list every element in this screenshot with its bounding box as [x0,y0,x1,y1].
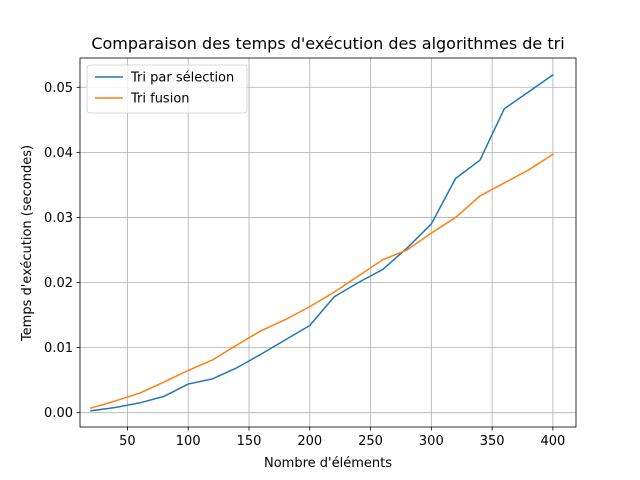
series-line-2 [90,153,554,410]
x-tick-label: 250 [358,434,383,449]
x-tick-label: 100 [176,434,201,449]
x-tick-label: 50 [119,434,136,449]
y-axis-label: Temps d'exécution (secondes) [20,145,35,342]
chart-title: Comparaison des temps d'exécution des al… [91,34,564,53]
plot-frame [79,57,577,428]
x-tick-label: 400 [540,434,565,449]
y-tick-label: 0.01 [44,341,73,356]
legend-label: Tri fusion [130,92,190,107]
series-lines [90,73,554,412]
y-tick-label: 0.00 [44,406,73,421]
legend: Tri par sélection Tri fusion [86,64,248,114]
axis-ticks: 50 100 150 200 250 300 350 400 0.00 0.01 0.02 0.03 0… [44,81,565,449]
y-tick-label: 0.02 [44,276,73,291]
y-tick-label: 0.04 [44,146,73,161]
legend-box [86,64,248,114]
y-tick-label: 0.03 [44,211,73,226]
x-tick-label: 300 [419,434,444,449]
x-tick-label: 150 [237,434,262,449]
x-axis-label: Nombre d'éléments [264,456,392,471]
y-tick-label: 0.05 [44,81,73,96]
grid [80,58,576,427]
series-line-1 [90,73,554,412]
x-tick-label: 200 [297,434,322,449]
legend-label: Tri par sélection [130,71,234,86]
x-tick-label: 350 [480,434,505,449]
